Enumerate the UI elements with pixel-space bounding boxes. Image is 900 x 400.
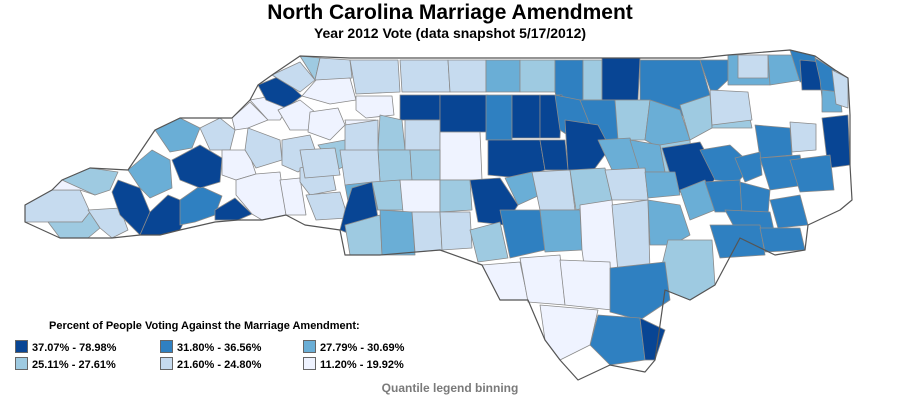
county-82 [734,151,763,183]
legend-swatch-bin-2 [160,340,173,353]
legend-item-bin-5: 21.60% - 24.80% [160,357,261,371]
county-104 [439,211,473,251]
legend-swatch-bin-3 [303,340,316,353]
county-71 [409,149,441,181]
legend-label-bin-4: 25.11% - 27.61% [32,359,116,371]
county-40 [601,57,641,101]
county-64 [789,121,817,153]
legend-item-bin-6: 11.20% - 19.92% [303,357,404,371]
county-32 [355,95,395,119]
legend-swatch-bin-5 [160,357,173,370]
county-72 [299,147,341,179]
county-54 [511,94,541,139]
county-73 [339,149,381,186]
footnote: Quantile legend binning [381,381,519,395]
legend-swatch-bin-4 [15,357,28,370]
county-84 [789,154,835,193]
county-103 [411,211,443,253]
county-51 [399,94,441,121]
county-68 [439,131,483,181]
county-98 [739,181,771,216]
county-113 [759,227,806,253]
county-120 [539,304,599,361]
county-26 [307,107,346,141]
county-118 [589,314,646,366]
state-outline [24,49,853,381]
legend-item-bin-1: 37.07% - 78.98% [15,340,116,354]
county-29 [305,191,349,221]
county-12 [171,144,223,189]
legend-swatch-bin-1 [15,340,28,353]
state-border [24,49,853,381]
county-92 [531,169,576,211]
county-18 [231,101,269,131]
county-44 [737,54,769,79]
county-87 [399,179,441,213]
county-10 [127,149,173,199]
county-53 [485,94,513,141]
county-52 [439,94,489,133]
legend-title: Percent of People Voting Against the Mar… [49,320,360,332]
map-subtitle: Year 2012 Vote (data snapshot 5/17/2012) [313,25,587,41]
legend-item-bin-4: 25.11% - 27.61% [15,357,116,371]
county-33 [349,59,401,95]
county-24 [301,77,357,105]
county-11 [154,117,201,153]
county-95 [644,171,681,199]
county-100 [769,194,809,229]
legend-label-bin-3: 27.79% - 30.69% [320,342,405,354]
county-37 [519,59,556,93]
county-75 [539,139,569,171]
legend-item-bin-3: 27.79% - 30.69% [303,340,404,354]
county-36 [485,59,521,93]
county-110 [647,199,691,246]
county-63 [754,124,793,159]
county-1 [24,189,91,223]
county-89 [439,179,473,213]
county-94 [604,167,649,201]
county-69 [344,119,379,153]
county-111 [661,239,716,301]
county-layer [24,49,851,366]
legend-item-bin-2: 31.80% - 36.56% [160,340,261,354]
county-16 [279,177,307,216]
legend-label-bin-6: 11.20% - 19.92% [320,359,404,371]
county-76 [564,119,611,176]
county-17 [244,127,283,169]
county-116 [559,259,613,311]
county-4 [87,207,129,239]
legend-label-bin-5: 21.60% - 24.80% [177,359,262,371]
county-23 [314,57,353,81]
legend-label-bin-1: 37.07% - 78.98% [32,342,117,354]
county-109 [611,199,651,273]
legend-swatch-bin-6 [303,357,316,370]
county-39 [582,59,603,101]
county-114 [481,261,529,301]
county-15 [235,171,287,221]
county-102 [379,209,416,256]
county-105 [469,221,509,263]
county-62 [709,89,753,126]
county-70 [377,149,413,183]
county-58 [614,99,651,141]
county-117 [609,261,671,321]
county-35 [447,59,487,93]
county-67 [404,119,441,151]
county-34 [399,59,451,93]
county-9 [214,197,253,221]
county-66 [377,114,406,151]
county-107 [539,209,583,253]
legend-label-bin-2: 31.80% - 36.56% [177,342,262,354]
county-13 [199,117,236,151]
map-title: North Carolina Marriage Amendment [267,1,633,24]
